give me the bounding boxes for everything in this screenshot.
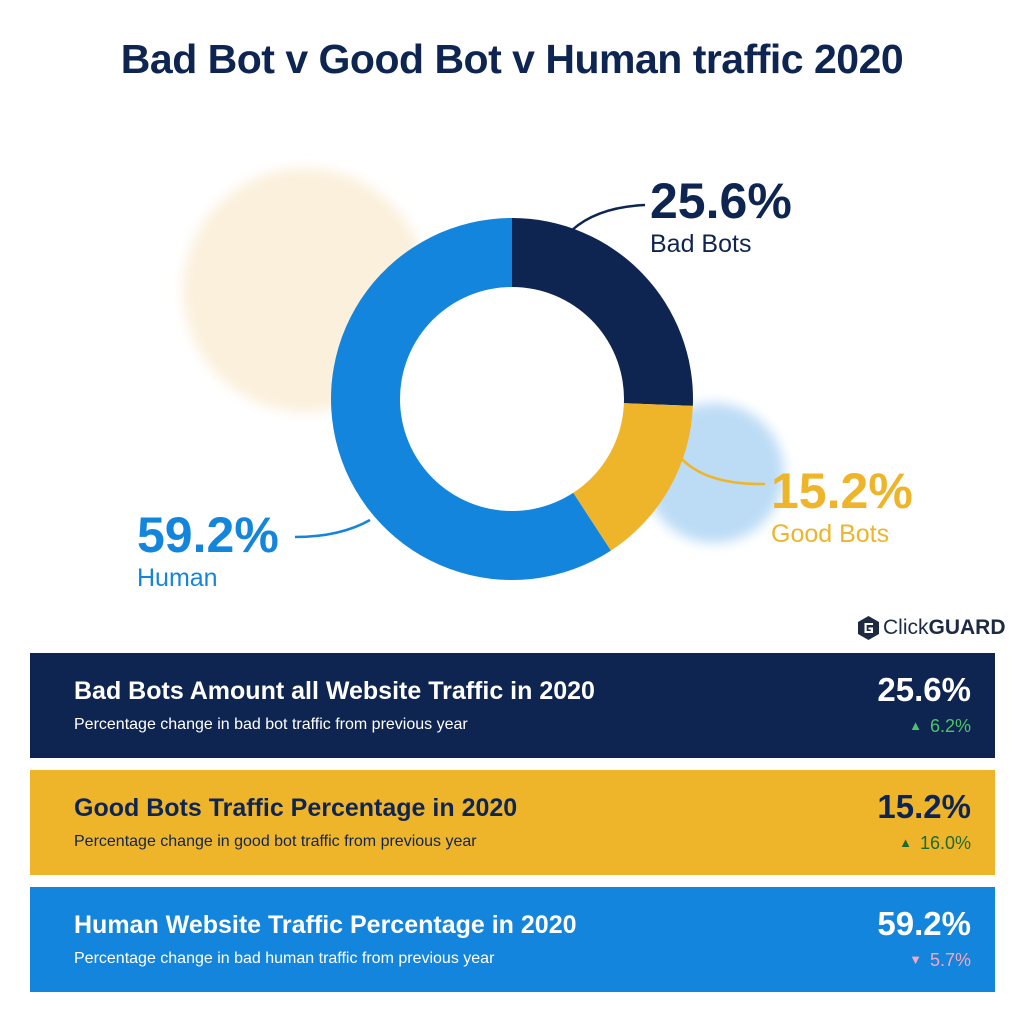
card-human-change-value: 5.7%	[929, 950, 971, 970]
card-good-change: ▲ 16.0%	[899, 833, 971, 854]
card-bad-value: 25.6%	[877, 671, 971, 708]
brand-name-light: Click	[883, 616, 929, 639]
card-good-bots: Good Bots Traffic Percentage in 2020 Per…	[30, 770, 995, 875]
donut-hole	[400, 287, 624, 511]
brand-name-bold: GUARD	[928, 616, 1006, 639]
card-good-subtitle: Percentage change in good bot traffic fr…	[74, 833, 477, 850]
card-bad-change: ▲ 6.2%	[909, 716, 971, 737]
leader-line-good	[679, 456, 766, 486]
callout-human: 59.2% Human	[137, 510, 279, 591]
callout-good-bots: 15.2% Good Bots	[771, 466, 913, 547]
callout-human-pct: 59.2%	[137, 507, 279, 563]
card-human-subtitle: Percentage change in bad human traffic f…	[74, 950, 495, 967]
card-bad-subtitle: Percentage change in bad bot traffic fro…	[74, 716, 468, 733]
arrow-up-icon: ▲	[909, 718, 922, 733]
callout-bad-bots: 25.6% Bad Bots	[650, 176, 792, 257]
callout-bad-label: Bad Bots	[650, 230, 752, 258]
card-human-title: Human Website Traffic Percentage in 2020	[74, 911, 577, 939]
page-title: Bad Bot v Good Bot v Human traffic 2020	[120, 36, 904, 82]
card-bad-title: Bad Bots Amount all Website Traffic in 2…	[74, 677, 595, 705]
card-good-change-value: 16.0%	[919, 833, 971, 853]
card-human-change: ▼ 5.7%	[909, 950, 971, 971]
callout-good-pct: 15.2%	[771, 463, 913, 519]
card-good-title: Good Bots Traffic Percentage in 2020	[74, 794, 518, 822]
callout-good-label: Good Bots	[771, 520, 890, 548]
donut-chart	[183, 168, 784, 580]
leader-line-human	[294, 518, 371, 539]
card-human: Human Website Traffic Percentage in 2020…	[30, 887, 995, 992]
callout-bad-pct: 25.6%	[650, 173, 792, 229]
card-human-value: 59.2%	[877, 905, 971, 942]
arrow-up-icon: ▲	[899, 835, 912, 850]
arrow-down-icon: ▼	[909, 952, 922, 967]
brand-logo: Click GUARD	[858, 616, 1006, 640]
card-bad-bots: Bad Bots Amount all Website Traffic in 2…	[30, 653, 995, 758]
card-bad-change-value: 6.2%	[929, 716, 971, 736]
shield-g-icon	[858, 616, 879, 640]
callout-human-label: Human	[137, 564, 218, 592]
card-good-value: 15.2%	[877, 788, 971, 825]
leader-line-bad	[571, 203, 646, 231]
